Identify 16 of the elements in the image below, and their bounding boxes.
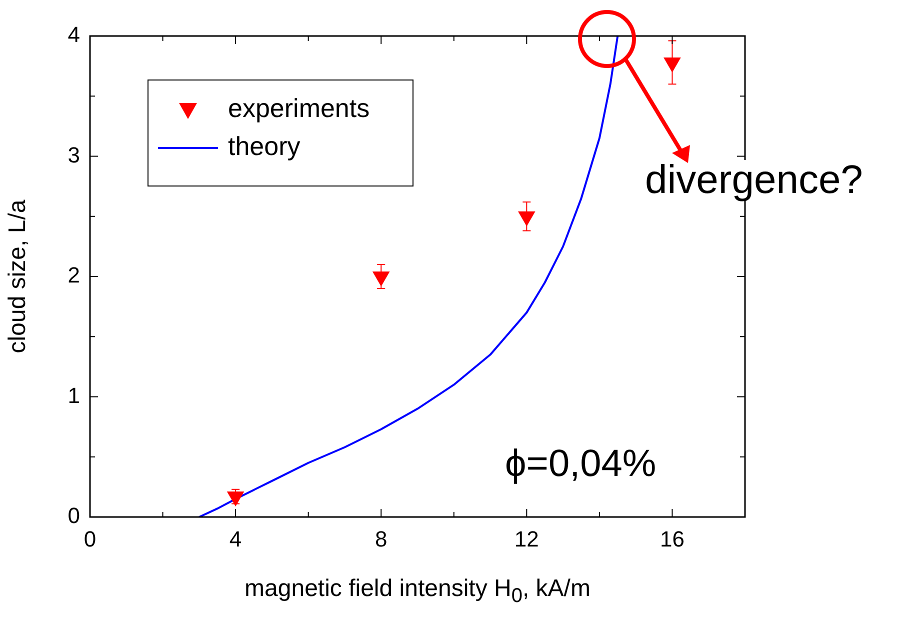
x-tick-label: 12 [514, 526, 539, 552]
legend-label: experiments [228, 93, 370, 124]
x-tick-label: 8 [374, 526, 388, 552]
legend-label: theory [228, 131, 300, 162]
x-tick-label: 4 [229, 526, 242, 552]
y-tick-label: 3 [68, 142, 80, 168]
x-tick-label: 0 [84, 526, 96, 552]
y-tick-label: 0 [68, 503, 80, 528]
y-tick-label: 4 [68, 22, 80, 48]
y-tick-label: 2 [68, 262, 80, 288]
x-axis-title: magnetic field intensity H$_{0}$, kA/m [244, 575, 592, 608]
annotation: ϕ=0,04% [505, 443, 656, 485]
y-axis-title: cloud size, L/a [4, 199, 32, 354]
y-tick-label: 1 [68, 382, 80, 408]
x-tick-label: 16 [660, 526, 684, 552]
annotation: divergence? [645, 158, 863, 202]
